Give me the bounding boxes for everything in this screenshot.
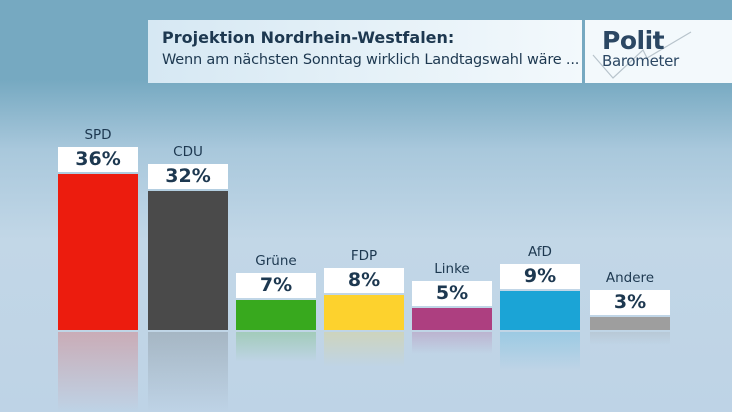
category-label: Grüne (255, 253, 297, 269)
bar-spd (58, 174, 138, 330)
value-label: 7% (236, 273, 316, 298)
value-label: 9% (500, 264, 580, 289)
bar-reflection (590, 332, 670, 345)
value-label: 5% (412, 281, 492, 306)
bar-andere (590, 317, 670, 330)
bar-reflection (412, 332, 492, 354)
bar-label-linke: Linke 5% (412, 260, 492, 306)
bar-label-spd: SPD 36% (58, 126, 138, 172)
category-label: CDU (173, 144, 203, 160)
chart-title: Projektion Nordrhein-Westfalen: (162, 28, 455, 47)
bar-label-afd: AfD 9% (500, 243, 580, 289)
value-label: 8% (324, 268, 404, 293)
politbarometer-logo: Polit Barometer (585, 20, 732, 83)
bar-reflection (500, 332, 580, 371)
bar-label-cdu: CDU 32% (148, 143, 228, 189)
bar-cdu (148, 191, 228, 330)
bar-label-andere: Andere 3% (590, 269, 670, 315)
bar-reflection (324, 332, 404, 367)
category-label: AfD (528, 244, 552, 260)
value-label: 32% (148, 164, 228, 189)
bar-reflection (236, 332, 316, 362)
category-label: Andere (605, 270, 655, 286)
bar-label-fdp: FDP 8% (324, 247, 404, 293)
chart-subtitle: Wenn am nächsten Sonntag wirklich Landta… (162, 52, 580, 68)
checkmark-icon (592, 31, 692, 79)
bar-linke (412, 308, 492, 330)
bar-fdp (324, 295, 404, 330)
category-label: FDP (350, 248, 378, 264)
logo-text-barometer: Barometer (602, 52, 679, 70)
bar-reflection (58, 332, 138, 412)
logo-text-polit: Polit (602, 26, 665, 55)
category-label: SPD (84, 127, 112, 143)
bar-reflection (148, 332, 228, 412)
bar-afd (500, 291, 580, 330)
bar-grüne (236, 300, 316, 330)
header-panel: Projektion Nordrhein-Westfalen: Wenn am … (148, 20, 582, 83)
value-label: 36% (58, 147, 138, 172)
category-label: Linke (434, 261, 470, 277)
bar-label-grüne: Grüne 7% (236, 252, 316, 298)
value-label: 3% (590, 290, 670, 315)
